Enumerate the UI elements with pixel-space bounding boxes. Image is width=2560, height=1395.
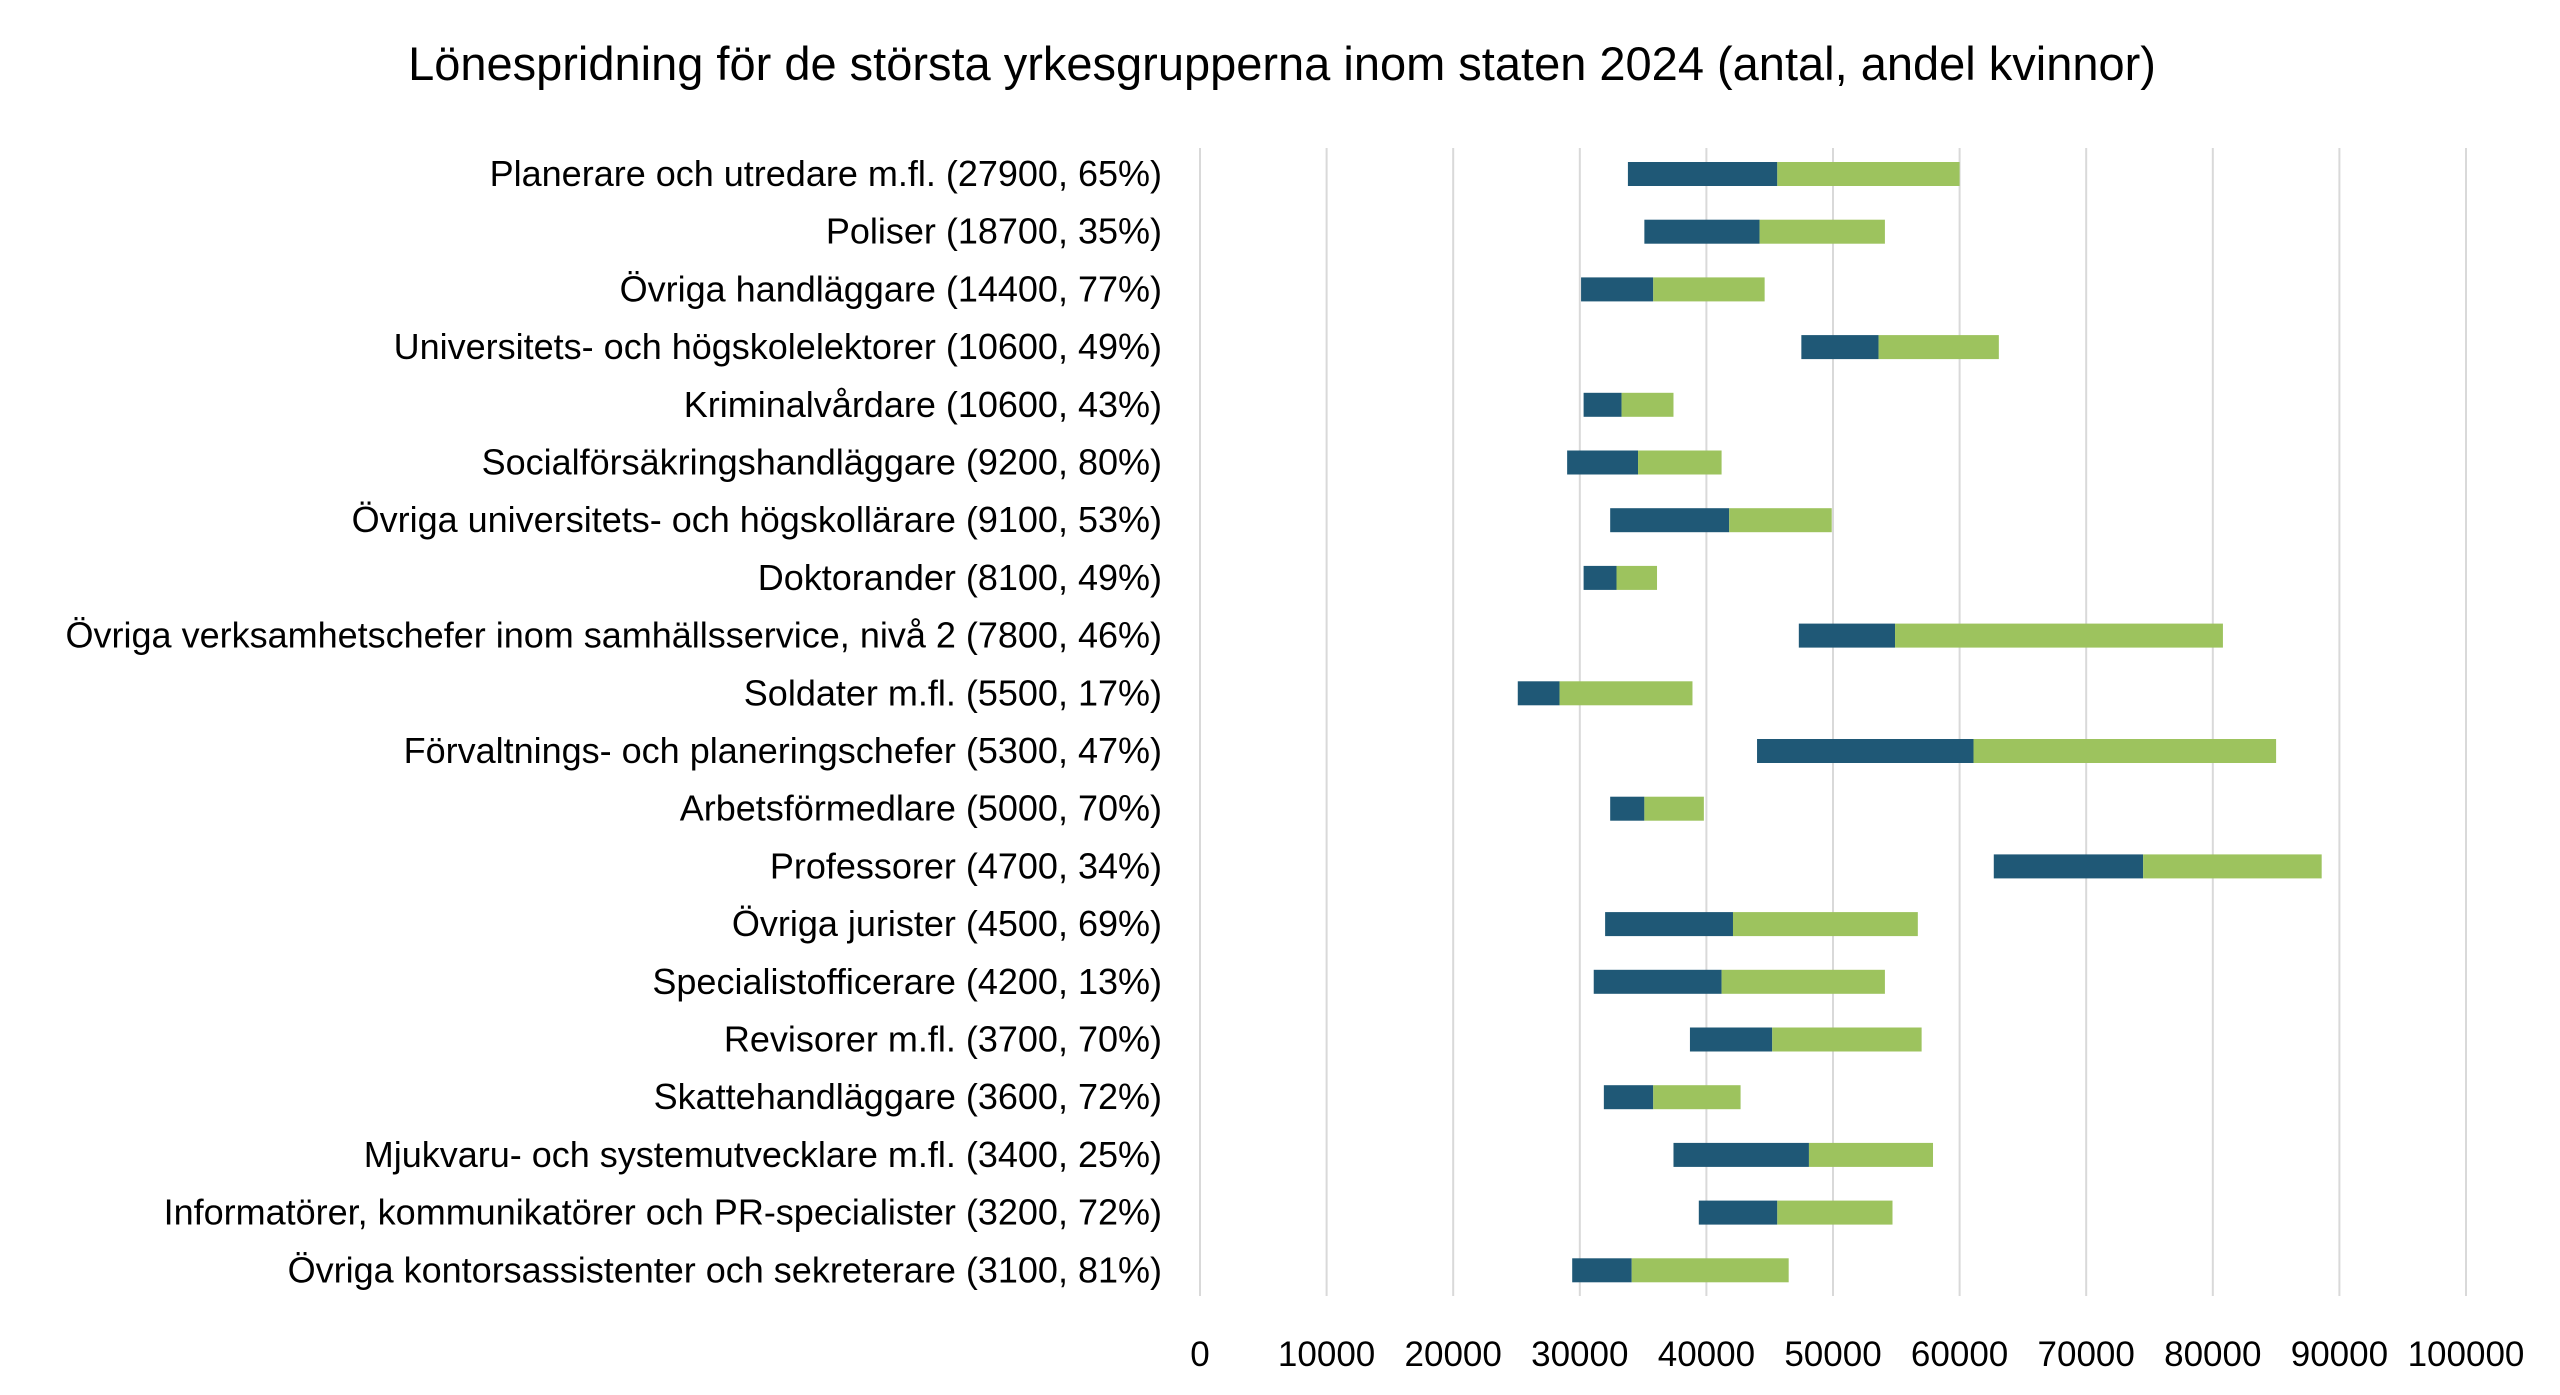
- bar-upper-segment: [1638, 450, 1722, 475]
- bar-upper-segment: [1895, 623, 2223, 648]
- category-label: Planerare och utredare m.fl. (27900, 65%…: [490, 153, 1162, 194]
- bar-upper-segment: [1973, 739, 2277, 763]
- bar-lower-segment: [1801, 335, 1879, 360]
- category-label: Doktorander (8100, 49%): [758, 557, 1162, 598]
- bar-lower-segment: [1610, 508, 1730, 533]
- x-tick-label: 100000: [2408, 1335, 2525, 1374]
- x-tick-label: 90000: [2291, 1335, 2388, 1374]
- bar-lower-segment: [1673, 1142, 1809, 1167]
- bar-upper-segment: [1808, 1142, 1934, 1167]
- bar-lower-segment: [1572, 1258, 1632, 1283]
- category-labels: Planerare och utredare m.fl. (27900, 65%…: [66, 153, 1162, 1290]
- bar-upper-segment: [1653, 1085, 1741, 1110]
- x-tick-label: 70000: [2038, 1335, 2135, 1374]
- category-label: Soldater m.fl. (5500, 17%): [744, 672, 1162, 713]
- category-label: Övriga verksamhetschefer inom samhällsse…: [66, 615, 1162, 656]
- bar-lower-segment: [1517, 681, 1560, 706]
- chart-title: Lönespridning för de största yrkesgruppe…: [408, 37, 2156, 90]
- bar-lower-segment: [1605, 912, 1733, 937]
- category-label: Informatörer, kommunikatörer och PR-spec…: [164, 1192, 1162, 1233]
- bar-lower-segment: [1593, 969, 1722, 994]
- bar-lower-segment: [1757, 739, 1974, 763]
- bars: [1517, 162, 2322, 1283]
- bar-upper-segment: [2143, 854, 2322, 879]
- bar-upper-segment: [1759, 219, 1885, 244]
- bar-lower-segment: [1581, 277, 1654, 302]
- category-label: Universitets- och högskolelektorer (1060…: [394, 326, 1162, 367]
- bar-lower-segment: [1689, 1027, 1773, 1052]
- x-tick-label: 60000: [1911, 1335, 2008, 1374]
- bar-upper-segment: [1777, 162, 1960, 186]
- bar-upper-segment: [1878, 335, 1999, 360]
- category-label: Förvaltnings- och planeringschefer (5300…: [404, 730, 1162, 771]
- category-label: Poliser (18700, 35%): [826, 211, 1162, 252]
- x-tick-labels: 0 10000 20000 30000 40000 50000 60000 70000 8000…: [1190, 1335, 2524, 1374]
- category-label: Övriga kontorsassistenter och sekreterar…: [288, 1249, 1162, 1290]
- bar-upper-segment: [1721, 969, 1885, 994]
- category-label: Övriga universitets- och högskollärare (…: [352, 499, 1162, 540]
- bar-lower-segment: [1610, 796, 1645, 821]
- bar-lower-segment: [1567, 450, 1639, 475]
- bar-lower-segment: [1583, 392, 1622, 417]
- bar-lower-segment: [1698, 1200, 1778, 1225]
- bar-lower-segment: [1603, 1085, 1654, 1110]
- bar-upper-segment: [1621, 392, 1674, 417]
- bar-lower-segment: [1583, 565, 1617, 590]
- gridlines: [1199, 148, 2467, 1296]
- category-label: Socialförsäkringshandläggare (9200, 80%): [482, 442, 1162, 483]
- x-tick-label: 40000: [1658, 1335, 1755, 1374]
- category-label: Mjukvaru- och systemutvecklare m.fl. (34…: [364, 1134, 1162, 1175]
- bar-lower-segment: [1798, 623, 1896, 648]
- x-tick-label: 50000: [1784, 1335, 1881, 1374]
- bar-upper-segment: [1616, 565, 1658, 590]
- bar-upper-segment: [1732, 912, 1918, 937]
- category-label: Specialistofficerare (4200, 13%): [652, 961, 1162, 1002]
- x-tick-label: 20000: [1405, 1335, 1502, 1374]
- category-label: Arbetsförmedlare (5000, 70%): [680, 788, 1162, 829]
- bar-lower-segment: [1993, 854, 2144, 879]
- bar-upper-segment: [1559, 681, 1693, 706]
- x-tick-label: 80000: [2164, 1335, 2261, 1374]
- bar-upper-segment: [1772, 1027, 1922, 1052]
- category-label: Kriminalvårdare (10600, 43%): [684, 384, 1162, 425]
- bar-lower-segment: [1627, 162, 1778, 186]
- bar-upper-segment: [1777, 1200, 1893, 1225]
- category-label: Professorer (4700, 34%): [770, 845, 1162, 886]
- category-label: Revisorer m.fl. (3700, 70%): [724, 1019, 1162, 1060]
- x-tick-label: 0: [1190, 1335, 1209, 1374]
- category-label: Övriga handläggare (14400, 77%): [620, 268, 1162, 309]
- bar-upper-segment: [1729, 508, 1832, 533]
- bar-lower-segment: [1644, 219, 1760, 244]
- bar-upper-segment: [1653, 277, 1765, 302]
- category-label: Skattehandläggare (3600, 72%): [654, 1076, 1162, 1117]
- x-tick-label: 30000: [1531, 1335, 1628, 1374]
- bar-upper-segment: [1644, 796, 1704, 821]
- bar-upper-segment: [1631, 1258, 1789, 1283]
- category-label: Övriga jurister (4500, 69%): [732, 903, 1162, 944]
- x-tick-label: 10000: [1278, 1335, 1375, 1374]
